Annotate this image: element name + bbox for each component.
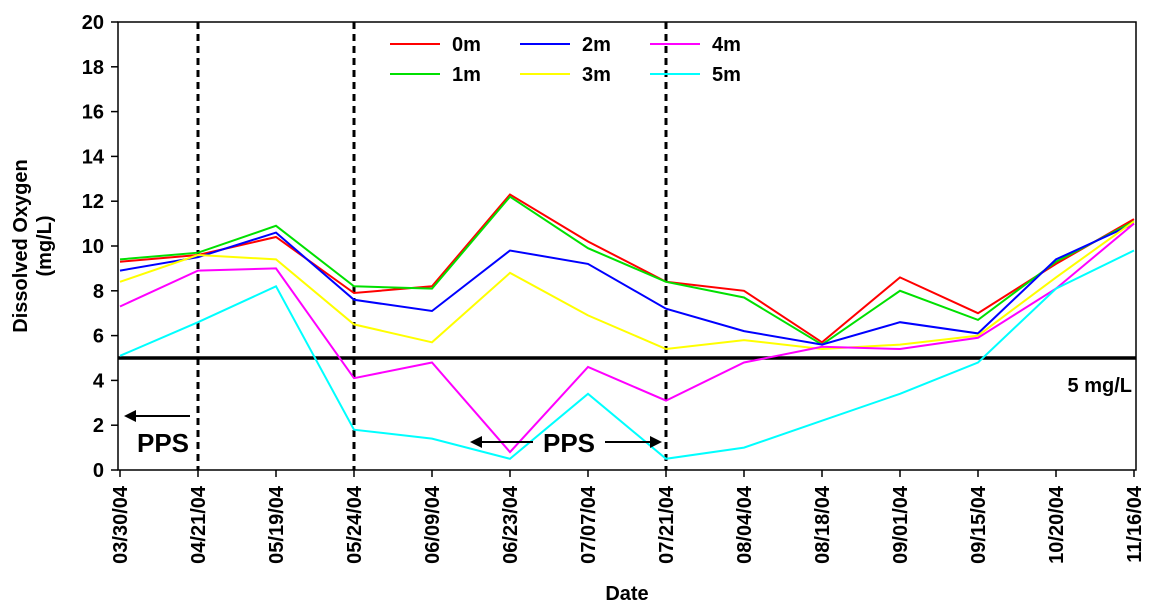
x-tick-label: 07/21/04 [656,485,678,564]
arrow-head [124,410,136,422]
reference-line-group: 5 mg/L [118,356,1136,397]
series-line-3m [119,220,1135,351]
legend-label-4m: 4m [712,34,741,56]
y-tick-label: 4 [93,370,105,392]
y-axis-title-line-1: Dissolved Oxygen [10,159,32,332]
legend-label-0m: 0m [452,34,481,56]
pps-annotation-1: PPS [137,428,189,458]
series-line-2m [119,222,1135,346]
x-tick-label: 07/07/04 [578,485,600,564]
arrow-head [470,436,482,448]
x-tick-label: 04/21/04 [188,485,210,564]
y-tick-label: 14 [82,146,105,168]
x-tick-label: 05/24/04 [344,485,366,564]
x-axis-title: Date [605,583,648,605]
series-line-5m [119,249,1135,460]
plot-frame [117,21,1137,471]
x-tick-label: 05/19/04 [266,485,288,564]
y-tick-label: 16 [82,102,104,124]
series-line-0m [119,193,1135,344]
x-tick-label: 06/09/04 [422,485,444,564]
y-tick-label: 20 [82,12,104,34]
annotations: PPS PPS [124,410,662,458]
legend: 0m 1m 2m 3m 4m 5m [390,34,741,86]
x-tick-label: 09/15/04 [968,485,990,564]
y-axis-title: Dissolved Oxygen (mg/L) [10,159,56,332]
x-tick-label: 06/23/04 [500,485,522,564]
series-line-1m [119,195,1135,346]
y-tick-label: 18 [82,57,104,79]
x-tick-label: 11/16/04 [1124,485,1146,563]
legend-label-3m: 3m [582,64,611,86]
y-tick-label: 10 [82,236,104,258]
legend-label-5m: 5m [712,64,741,86]
reference-line-label: 5 mg/L [1068,375,1132,397]
x-tick-label: 08/04/04 [734,485,756,564]
legend-label-2m: 2m [582,34,611,56]
y-tick-label: 0 [93,460,104,482]
y-tick-label: 2 [93,415,104,437]
series-line-4m [119,222,1135,454]
arrow-head [650,436,662,448]
x-tick-label: 03/30/04 [110,485,132,564]
pps-annotation-2: PPS [543,428,595,458]
vertical-markers-group [196,22,668,470]
y-tick-label: 6 [93,326,104,348]
y-axis-ticks: 0 2 4 6 8 10 12 14 16 18 20 [82,12,118,482]
y-tick-label: 12 [82,191,104,213]
legend-label-1m: 1m [452,64,481,86]
x-tick-label: 08/18/04 [812,485,834,564]
x-axis-ticks: 03/30/04 04/21/04 05/19/04 05/24/04 06/09/04… [110,470,1146,564]
y-axis-title-line-2: (mg/L) [34,215,56,276]
x-tick-label: 09/01/04 [890,485,912,564]
series-lines-group [119,193,1135,460]
x-tick-label: 10/20/04 [1046,485,1068,564]
y-tick-label: 8 [93,281,104,303]
